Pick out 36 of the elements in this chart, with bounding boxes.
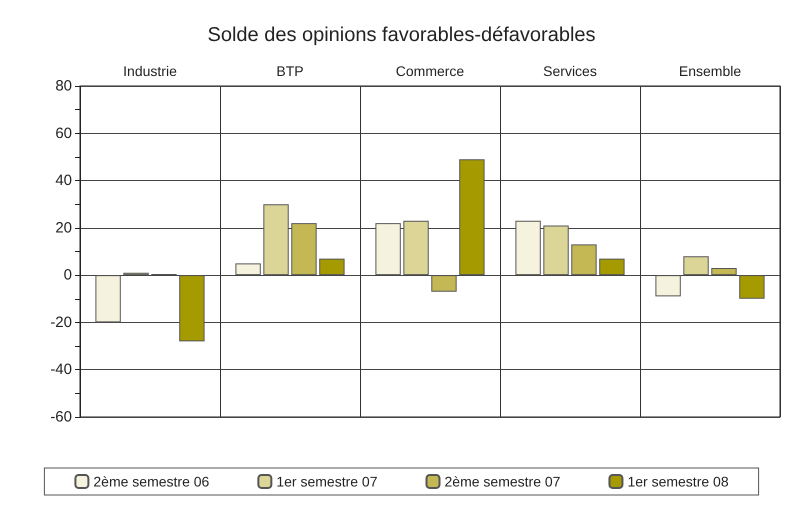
x-tick-label: Ensemble <box>678 63 742 79</box>
bar <box>711 268 737 276</box>
bar <box>403 220 429 276</box>
bar <box>263 204 289 276</box>
legend-label: 1er semestre 07 <box>276 474 378 490</box>
bar <box>431 275 457 292</box>
legend-label: 1er semestre 08 <box>627 474 729 490</box>
y-tick-label: 80 <box>55 78 72 94</box>
legend-label: 2ème semestre 06 <box>93 474 210 490</box>
y-tick-label: -20 <box>50 314 72 331</box>
bar <box>459 159 485 276</box>
bar <box>179 275 205 342</box>
y-tick-label: 40 <box>55 172 72 190</box>
bar <box>599 258 625 276</box>
y-tick-label: 60 <box>55 124 72 142</box>
x-tick-label: Commerce <box>396 63 464 79</box>
bar <box>375 223 401 276</box>
bar <box>95 275 121 322</box>
bar <box>655 275 681 296</box>
bar <box>319 258 345 276</box>
x-tick-label: Industrie <box>123 63 178 79</box>
y-tick-label: -60 <box>50 408 72 426</box>
y-tick-label: -40 <box>50 361 72 378</box>
bar <box>739 275 765 299</box>
bar <box>235 263 261 276</box>
bar <box>571 244 597 276</box>
bar <box>683 256 709 276</box>
legend-label: 2ème semestre 07 <box>444 474 561 490</box>
bar <box>515 220 541 276</box>
bar <box>291 223 317 276</box>
x-tick-label: Services <box>543 63 597 79</box>
chart-title: Solde des opinions favorables-défavorables <box>207 24 596 46</box>
bar <box>543 225 569 276</box>
y-tick-label: 0 <box>64 266 72 284</box>
x-tick-label: BTP <box>276 63 304 79</box>
y-tick-label: 20 <box>55 219 72 236</box>
